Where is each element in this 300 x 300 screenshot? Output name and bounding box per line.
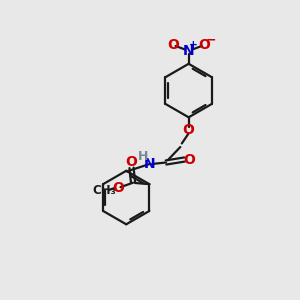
Text: N: N [183,44,194,58]
Text: H: H [138,150,148,163]
Text: O: O [183,123,195,137]
Text: O: O [167,38,179,52]
Text: O: O [184,152,196,167]
Text: +: + [189,40,198,50]
Text: N: N [144,157,155,171]
Text: O: O [126,155,137,170]
Text: CH₃: CH₃ [93,184,116,197]
Text: −: − [206,33,216,46]
Text: O: O [198,38,210,52]
Text: O: O [112,181,124,195]
